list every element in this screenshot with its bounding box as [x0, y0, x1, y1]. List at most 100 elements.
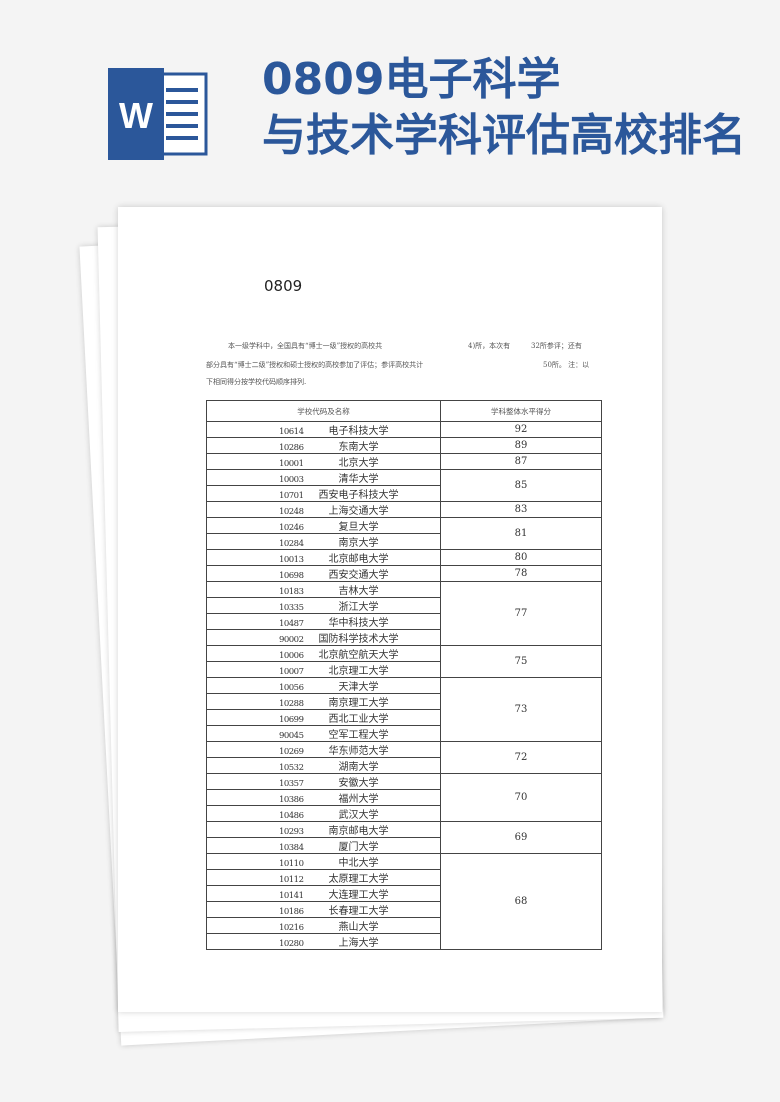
table-row: 10003 清华大学 85	[206, 469, 602, 502]
school-code: 10001	[278, 459, 304, 469]
school-cell: 10357 安徽大学	[206, 773, 441, 790]
score-cell: 85	[440, 469, 602, 502]
document-title: 0809电子科学 与技术学科评估高校排名	[262, 52, 746, 164]
header-school: 学校代码及名称	[206, 400, 441, 422]
school-code: 10293	[278, 827, 304, 837]
school-code: 10056	[278, 683, 304, 693]
school-code: 90002	[278, 635, 304, 645]
school-cell: 10699 西北工业大学	[206, 709, 441, 726]
school-code: 10286	[278, 443, 304, 453]
school-cell: 10286 东南大学	[206, 437, 441, 454]
school-code: 10110	[278, 859, 304, 869]
title-line-1: 0809电子科学	[262, 54, 561, 105]
school-cell: 10284 南京大学	[206, 533, 441, 550]
school-code: 10216	[278, 923, 304, 933]
school-name: 西安电子科技大学	[318, 490, 399, 501]
intro-text: 部分具有“博士二级”授权和硕士授权的高校参加了评估；参评高校共计	[206, 361, 424, 369]
school-cell: 10384 厦门大学	[206, 837, 441, 854]
school-name: 上海大学	[338, 938, 379, 949]
school-name: 东南大学	[338, 442, 379, 453]
table-row: 10001 北京大学 87	[206, 453, 602, 470]
table-row: 10013 北京邮电大学 80	[206, 549, 602, 566]
school-name: 太原理工大学	[328, 874, 389, 885]
title-line-2: 与技术学科评估高校排名	[262, 110, 746, 161]
school-name: 复旦大学	[338, 522, 379, 533]
school-name: 湖南大学	[338, 762, 379, 773]
page-heading: 0809	[264, 277, 303, 295]
school-code: 10141	[278, 891, 304, 901]
score-cell: 80	[440, 549, 602, 566]
school-code: 10280	[278, 939, 304, 949]
table-row: 10269 华东师范大学 72	[206, 741, 602, 774]
school-code: 10614	[278, 427, 304, 437]
school-code: 10186	[278, 907, 304, 917]
school-cell: 10112 太原理工大学	[206, 869, 441, 886]
school-code: 10701	[278, 491, 304, 501]
school-cell: 10216 燕山大学	[206, 917, 441, 934]
intro-text: 4)所，本次有	[468, 342, 511, 350]
school-cell: 10186 长春理工大学	[206, 901, 441, 918]
table-row: 10110 中北大学 68	[206, 853, 602, 950]
score-cell: 70	[440, 773, 602, 822]
score-cell: 68	[440, 853, 602, 950]
score-cell: 73	[440, 677, 602, 742]
school-code: 90045	[278, 731, 304, 741]
school-name: 厦门大学	[338, 842, 379, 853]
school-code: 10384	[278, 843, 304, 853]
school-name: 北京理工大学	[328, 666, 389, 677]
score-cell: 92	[440, 421, 602, 438]
school-name: 南京大学	[338, 538, 379, 549]
school-cell: 10248 上海交通大学	[206, 501, 441, 518]
score-cell: 69	[440, 821, 602, 854]
score-cell: 83	[440, 501, 602, 518]
school-cell: 10280 上海大学	[206, 933, 441, 950]
table-row: 10293 南京邮电大学 69	[206, 821, 602, 854]
school-cell: 10007 北京理工大学	[206, 661, 441, 678]
school-cell: 10003 清华大学	[206, 469, 441, 486]
school-name: 电子科技大学	[328, 426, 389, 437]
school-code: 10357	[278, 779, 304, 789]
school-code: 10335	[278, 603, 304, 613]
school-code: 10486	[278, 811, 304, 821]
table-row: 10280 上海大学	[206, 933, 602, 950]
document-page: 0809 本一级学科中，全国具有“博士一级”授权的高校共 4)所，本次有 32所…	[118, 207, 662, 1012]
table-row: 10056 天津大学 73	[206, 677, 602, 742]
school-cell: 10335 浙江大学	[206, 597, 441, 614]
school-cell: 10056 天津大学	[206, 677, 441, 694]
school-name: 华东师范大学	[328, 746, 389, 757]
intro-text: 本一级学科中，全国具有“博士一级”授权的高校共	[228, 342, 383, 350]
school-code: 10003	[278, 475, 304, 485]
school-name: 西北工业大学	[328, 714, 389, 725]
school-name: 上海交通大学	[328, 506, 389, 517]
score-cell: 87	[440, 453, 602, 470]
school-cell: 10701 西安电子科技大学	[206, 485, 441, 502]
school-cell: 10486 武汉大学	[206, 805, 441, 822]
table-row: 10006 北京航空航天大学 75	[206, 645, 602, 678]
school-cell: 10269 华东师范大学	[206, 741, 441, 758]
school-name: 吉林大学	[338, 586, 379, 597]
school-name: 南京邮电大学	[328, 826, 389, 837]
school-cell: 90045 空军工程大学	[206, 725, 441, 742]
school-name: 华中科技大学	[328, 618, 389, 629]
table-row: 10698 西安交通大学 78	[206, 565, 602, 582]
school-cell: 10110 中北大学	[206, 853, 441, 870]
school-cell: 10698 西安交通大学	[206, 565, 441, 582]
school-code: 10386	[278, 795, 304, 805]
school-code: 10487	[278, 619, 304, 629]
school-name: 安徽大学	[338, 778, 379, 789]
table-row: 10357 安徽大学 70	[206, 773, 602, 822]
school-cell: 10006 北京航空航天大学	[206, 645, 441, 662]
school-name: 北京航空航天大学	[318, 650, 399, 661]
table-row: 10614 电子科技大学 92	[206, 421, 602, 438]
school-name: 清华大学	[338, 474, 379, 485]
school-code: 10269	[278, 747, 304, 757]
ranking-table: 学校代码及名称 学科整体水平得分 10614 电子科技大学 92 10286 东南大学 8…	[206, 400, 602, 950]
school-name: 国防科学技术大学	[318, 634, 399, 645]
school-name: 天津大学	[338, 682, 379, 693]
school-name: 福州大学	[338, 794, 379, 805]
school-cell: 10246 复旦大学	[206, 517, 441, 534]
school-cell: 10013 北京邮电大学	[206, 549, 441, 566]
table-row: 10248 上海交通大学 83	[206, 501, 602, 518]
school-cell: 10487 华中科技大学	[206, 613, 441, 630]
school-cell: 10183 吉林大学	[206, 581, 441, 598]
